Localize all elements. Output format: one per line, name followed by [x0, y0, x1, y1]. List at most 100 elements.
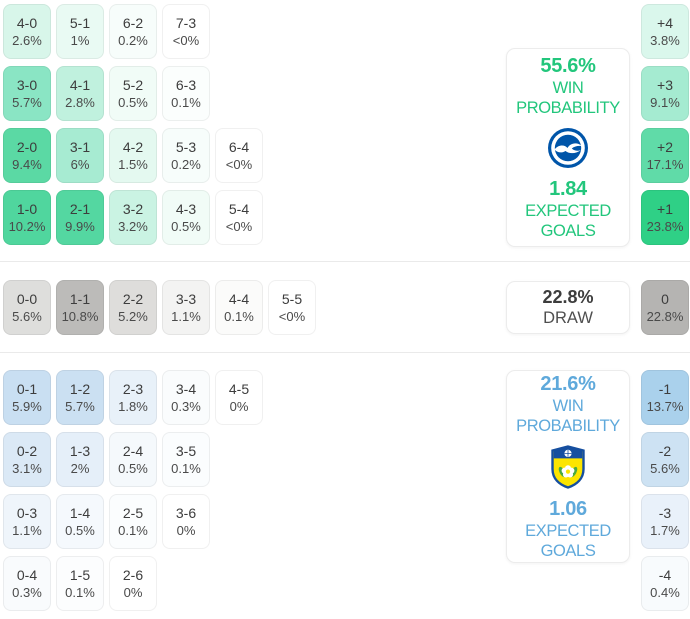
scoreline-probability: 0.1% [65, 585, 95, 600]
scoreline: 4-2 [122, 139, 144, 155]
scoreline-probability: 5.7% [65, 399, 95, 414]
cell-5-5: 5-5 <0% [268, 280, 316, 335]
scoreline-probability: 0.1% [224, 309, 254, 324]
scoreline-probability: 6% [70, 157, 90, 172]
scoreline: 2-0 [16, 139, 38, 155]
scoreline: 1-2 [69, 381, 91, 397]
scoreline-probability: 1.1% [12, 523, 42, 538]
margin-minus1: -1 13.7% [641, 370, 689, 425]
cell-3-2: 3-2 3.2% [109, 190, 157, 245]
cell-3-5: 3-5 0.1% [162, 432, 210, 487]
scoreline-probability: 10.8% [61, 309, 99, 324]
margin-probability: 0.4% [650, 585, 680, 600]
cell-2-1: 2-1 9.9% [56, 190, 104, 245]
scoreline-probability: 0% [123, 585, 143, 600]
margin-label: +3 [657, 77, 673, 93]
cell-3-1: 3-1 6% [56, 128, 104, 183]
scoreline-probability: 3.1% [12, 461, 42, 476]
scoreline-probability: 0.2% [118, 33, 148, 48]
margin-plus2: +2 17.1% [641, 128, 689, 183]
cell-1-5: 1-5 0.1% [56, 556, 104, 611]
scoreline: 0-0 [16, 291, 38, 307]
margin-label: +1 [657, 201, 673, 217]
margin-probability: 9.1% [650, 95, 680, 110]
scoreline: 5-1 [69, 15, 91, 31]
cell-6-3: 6-3 0.1% [162, 66, 210, 121]
scoreline: 5-5 [281, 291, 303, 307]
scoreline: 6-4 [228, 139, 250, 155]
home-win-probability-value: 55.6% [540, 55, 596, 78]
cell-1-1: 1-1 10.8% [56, 280, 104, 335]
margin-probability: 5.6% [650, 461, 680, 476]
scoreline: 4-1 [69, 77, 91, 93]
scoreline: 4-5 [228, 381, 250, 397]
margin-zero: 0 22.8% [641, 280, 689, 335]
scoreline: 2-3 [122, 381, 144, 397]
scoreline: 3-5 [175, 443, 197, 459]
margin-label: -2 [658, 443, 672, 459]
scoreline: 7-3 [175, 15, 197, 31]
scoreline: 4-0 [16, 15, 38, 31]
cell-0-3: 0-3 1.1% [3, 494, 51, 549]
cell-4-4: 4-4 0.1% [215, 280, 263, 335]
scoreline: 2-4 [122, 443, 144, 459]
cell-6-4: 6-4 <0% [215, 128, 263, 183]
scoreline: 2-1 [69, 201, 91, 217]
scoreline-probability: 0.5% [171, 219, 201, 234]
scoreline-probability: <0% [225, 157, 253, 172]
draw-label: DRAW [543, 309, 593, 328]
draw-probability-value: 22.8% [542, 286, 594, 307]
margin-probability: 22.8% [646, 309, 684, 324]
cell-2-6: 2-6 0% [109, 556, 157, 611]
scoreline: 2-6 [122, 567, 144, 583]
margin-plus1: +1 23.8% [641, 190, 689, 245]
scoreline-probability: 5.7% [12, 95, 42, 110]
scoreline-probability: <0% [172, 33, 200, 48]
cell-1-0: 1-0 10.2% [3, 190, 51, 245]
margin-probability: 1.7% [650, 523, 680, 538]
scoreline: 4-3 [175, 201, 197, 217]
home-win-summary-card: 55.6% WIN PROBABILITY 1.84 EXPECTED GOAL… [506, 48, 630, 247]
cell-6-2: 6-2 0.2% [109, 4, 157, 59]
scoreline: 0-3 [16, 505, 38, 521]
cell-5-3: 5-3 0.2% [162, 128, 210, 183]
expected-goals-label-line2: GOALS [540, 221, 596, 240]
cell-7-3: 7-3 <0% [162, 4, 210, 59]
cell-2-0: 2-0 9.4% [3, 128, 51, 183]
cell-3-3: 3-3 1.1% [162, 280, 210, 335]
cell-2-4: 2-4 0.5% [109, 432, 157, 487]
cell-4-2: 4-2 1.5% [109, 128, 157, 183]
away-win-summary-card: 21.6% WIN PROBABILITY [506, 370, 630, 563]
scoreline-probability: 10.2% [8, 219, 46, 234]
scoreline: 3-6 [175, 505, 197, 521]
scoreline-probability: 2.6% [12, 33, 42, 48]
scoreline: 6-3 [175, 77, 197, 93]
cell-0-1: 0-1 5.9% [3, 370, 51, 425]
cell-4-3: 4-3 0.5% [162, 190, 210, 245]
scoreline-probability: 5.9% [12, 399, 42, 414]
scoreline-probability: 0.5% [65, 523, 95, 538]
section-divider-top [0, 261, 690, 262]
scoreline: 1-1 [69, 291, 91, 307]
scoreline-probability: 2.8% [65, 95, 95, 110]
scoreline: 3-3 [175, 291, 197, 307]
scoreline-probability: 0.5% [118, 461, 148, 476]
expected-goals-label-line1: EXPECTED [525, 521, 611, 540]
cell-5-2: 5-2 0.5% [109, 66, 157, 121]
scoreline-probability: 0.1% [171, 461, 201, 476]
cell-5-1: 5-1 1% [56, 4, 104, 59]
cell-4-1: 4-1 2.8% [56, 66, 104, 121]
scoreline: 3-2 [122, 201, 144, 217]
scoreline: 0-4 [16, 567, 38, 583]
scoreline: 5-3 [175, 139, 197, 155]
margin-plus3: +3 9.1% [641, 66, 689, 121]
away-expected-goals-value: 1.06 [549, 497, 587, 520]
scoreline-probability: 9.4% [12, 157, 42, 172]
cell-0-0: 0-0 5.6% [3, 280, 51, 335]
margin-label: -4 [658, 567, 672, 583]
scoreline-probability: 0.5% [118, 95, 148, 110]
win-probability-label-line1: WIN [552, 79, 584, 98]
margin-plus4: +4 3.8% [641, 4, 689, 59]
scoreline-probability: 2% [70, 461, 90, 476]
